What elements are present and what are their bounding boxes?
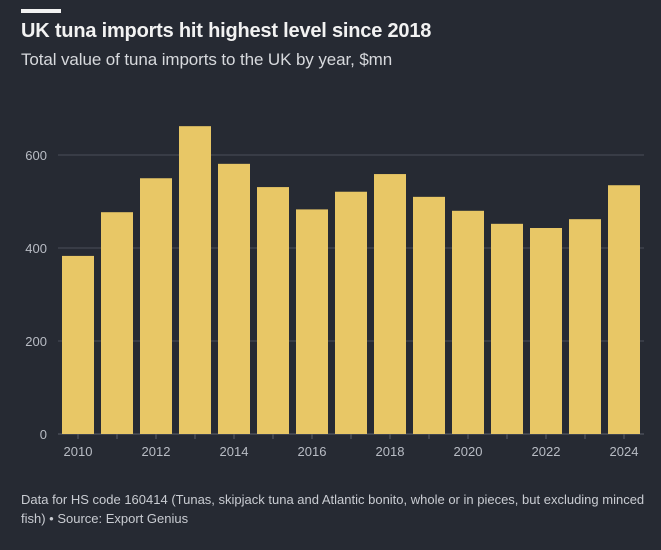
- x-tick-label: 2016: [298, 444, 327, 459]
- bar-2021: [491, 223, 523, 434]
- chart-subtitle: Total value of tuna imports to the UK by…: [21, 50, 393, 69]
- bar-2012: [140, 178, 172, 434]
- bar-2018: [374, 174, 406, 434]
- bar-2024: [608, 185, 640, 434]
- x-tick-label: 2024: [610, 444, 639, 459]
- y-tick-label: 0: [40, 427, 47, 442]
- x-tick-label: 2018: [376, 444, 405, 459]
- bar-2017: [335, 191, 367, 434]
- x-tick-label: 2012: [142, 444, 171, 459]
- x-axis-ticks: [77, 434, 625, 439]
- y-tick-label: 400: [25, 241, 47, 256]
- y-tick-label: 600: [25, 148, 47, 163]
- footer-note: Data for HS code 160414 (Tunas, skipjack…: [21, 492, 645, 526]
- y-tick-label: 200: [25, 334, 47, 349]
- bar-2019: [413, 196, 445, 434]
- x-tick-label: 2010: [64, 444, 93, 459]
- x-axis-labels: 2010 2012 2014 2016 2018 2020 2022 2024: [64, 444, 639, 459]
- x-tick-label: 2020: [454, 444, 483, 459]
- chart-title: UK tuna imports hit highest level since …: [21, 20, 432, 42]
- bar-2016: [296, 209, 328, 434]
- bar-2010: [62, 255, 94, 434]
- bar-2023: [569, 219, 601, 434]
- bar-2015: [257, 187, 289, 434]
- y-axis-labels: 0 200 400 600: [25, 148, 47, 442]
- bar-2020: [452, 210, 484, 434]
- x-tick-label: 2014: [220, 444, 249, 459]
- bar-2011: [101, 212, 133, 434]
- bar-2013: [179, 126, 211, 435]
- x-tick-label: 2022: [532, 444, 561, 459]
- bar-2022: [530, 228, 562, 434]
- accent-bar: [21, 9, 61, 13]
- bars: [62, 126, 640, 435]
- bar-2014: [218, 163, 250, 434]
